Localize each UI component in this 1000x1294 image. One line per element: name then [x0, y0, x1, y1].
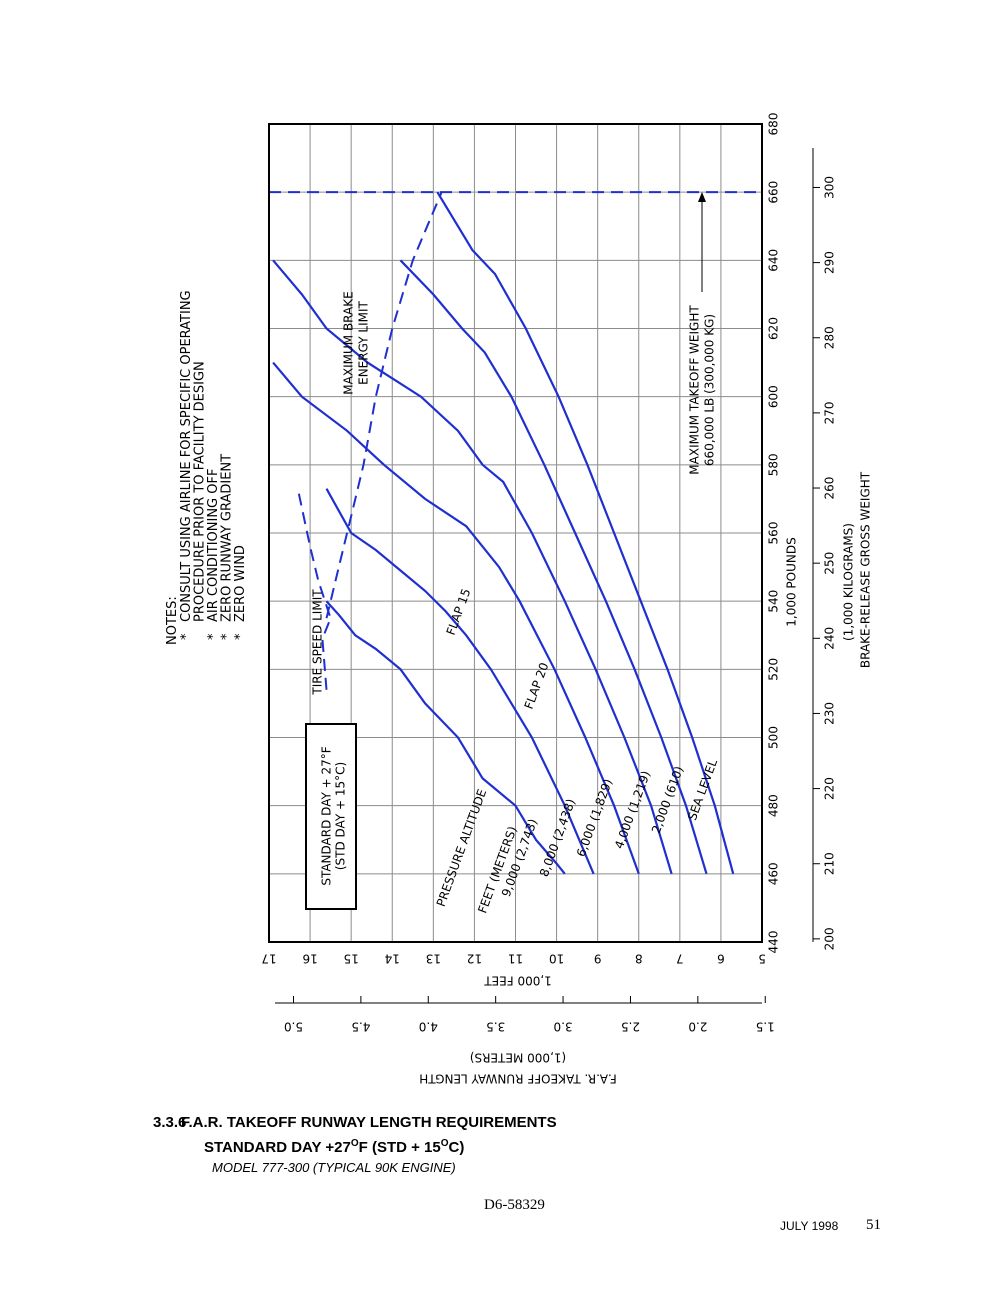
secondary-x-axis-label: BRAKE-RELEASE GROSS WEIGHT — [859, 471, 873, 668]
tick-label-pounds: 620 — [767, 317, 781, 340]
tick-label-feet: 16 — [302, 952, 317, 966]
note-marker: * — [179, 633, 194, 640]
tick-label-kg: 230 — [823, 702, 837, 725]
series-label: 4,000 (1,219) — [612, 769, 653, 851]
condition-line: (STD DAY + 15°C) — [334, 762, 348, 870]
flap-15-label: FLAP 15 — [444, 587, 474, 637]
notes-header: NOTES: — [165, 596, 180, 645]
tick-label-pounds: 440 — [767, 931, 781, 954]
tick-label-feet: 8 — [635, 952, 643, 966]
tick-label-pounds: 460 — [767, 862, 781, 885]
condition-box — [305, 723, 357, 910]
revision-date: JULY 1998 — [780, 1219, 839, 1233]
secondary-y-axis-label: F.A.R. TAKEOFF RUNWAY LENGTH — [419, 1072, 616, 1086]
tick-label-feet: 15 — [344, 952, 359, 966]
chart-series — [272, 191, 735, 875]
tick-label-meters: 2.0 — [688, 1020, 707, 1034]
tick-label-pounds: 480 — [767, 794, 781, 817]
tick-label-feet: 5 — [758, 952, 766, 966]
tick-label-pounds: 520 — [767, 658, 781, 681]
brake-energy-label: MAXIMUM BRAKE — [342, 291, 356, 394]
tick-label-meters: 3.5 — [486, 1020, 505, 1034]
chart-subtitle: STANDARD DAY +27OF (STD + 15OC) — [204, 1138, 465, 1156]
flap-20-label: FLAP 20 — [522, 661, 552, 711]
note-text: CONSULT USING AIRLINE FOR SPECIFIC OPERA… — [179, 290, 194, 622]
tick-label-meters: 1.5 — [756, 1020, 775, 1034]
series-label: 2,000 (610) — [649, 764, 686, 835]
series-line-2-000 — [399, 259, 708, 875]
tick-label-pounds: 500 — [767, 726, 781, 749]
note-text: ZERO WIND — [233, 545, 248, 622]
page-number: 51 — [866, 1217, 881, 1233]
series-line-6-000 — [272, 361, 640, 875]
tick-label-kg: 290 — [823, 251, 837, 274]
tick-label-kg: 200 — [823, 927, 837, 950]
note-text: PROCEDURE PRIOR TO FACILITY DESIGN — [193, 361, 208, 622]
mtow-arrow-head — [698, 192, 706, 202]
secondary-x-axis-label: (1,000 KILOGRAMS) — [842, 523, 856, 641]
series-line-sea-level — [436, 191, 735, 875]
tick-label-pounds: 580 — [767, 453, 781, 476]
tick-label-pounds: 640 — [767, 249, 781, 272]
tick-label-pounds: 540 — [767, 590, 781, 613]
note-text: AIR CONDITIONING OFF — [206, 469, 221, 622]
tick-label-meters: 4.5 — [351, 1020, 370, 1034]
tick-label-pounds: 600 — [767, 385, 781, 408]
tick-label-feet: 6 — [717, 952, 725, 966]
tick-label-meters: 2.5 — [621, 1020, 640, 1034]
note-marker: * — [233, 633, 248, 640]
tick-label-pounds: 560 — [767, 522, 781, 545]
tick-label-kg: 220 — [823, 777, 837, 800]
tick-label-kg: 210 — [823, 852, 837, 875]
tick-label-kg: 240 — [823, 627, 837, 650]
series-label: 6,000 (1,829) — [574, 777, 615, 859]
tick-label-kg: 250 — [823, 552, 837, 575]
tick-label-meters: 5.0 — [284, 1020, 303, 1034]
tick-label-kg: 260 — [823, 477, 837, 500]
model-label: MODEL 777-300 (TYPICAL 90K ENGINE) — [212, 1160, 456, 1175]
tick-label-feet: 9 — [594, 952, 602, 966]
tick-label-pounds: 680 — [767, 113, 781, 136]
tick-label-feet: 12 — [467, 952, 482, 966]
series-line-9-000 — [325, 600, 566, 875]
plot-frame — [268, 123, 763, 943]
mtow-label: MAXIMUM TAKEOFF WEIGHT — [688, 305, 702, 475]
section-number: 3.3.6 — [153, 1114, 187, 1131]
tick-label-feet: 13 — [426, 952, 441, 966]
tick-label-pounds: 660 — [767, 181, 781, 204]
condition-line: STANDARD DAY + 27°F — [320, 746, 334, 885]
tick-label-kg: 280 — [823, 326, 837, 349]
tick-label-kg: 270 — [823, 401, 837, 424]
secondary-y-axis-label: (1,000 METERS) — [470, 1051, 566, 1065]
tick-label-kg: 300 — [823, 176, 837, 199]
note-marker: * — [220, 633, 235, 640]
x-axis-label: 1,000 POUNDS — [785, 537, 799, 626]
chart-limits — [269, 191, 762, 690]
tick-label-feet: 17 — [261, 952, 276, 966]
tick-label-meters: 4.0 — [419, 1020, 438, 1034]
y-axis-label: 1,000 FEET — [484, 974, 552, 988]
note-text: ZERO RUNWAY GRADIENT — [220, 454, 235, 622]
tick-label-feet: 14 — [385, 952, 400, 966]
tick-label-feet: 7 — [676, 952, 684, 966]
tire-speed-limit-label: TIRE SPEED LIMIT — [311, 589, 325, 696]
brake-energy-label: ENERGY LIMIT — [357, 300, 371, 384]
chart-title: F.A.R. TAKEOFF RUNWAY LENGTH REQUIREMENT… — [181, 1114, 557, 1131]
limit-line-maximum-brake-energy-limit — [325, 191, 443, 619]
tick-label-meters: 3.0 — [554, 1020, 573, 1034]
limit-line-tire-speed-limit — [296, 488, 332, 690]
series-line-4-000 — [272, 259, 673, 875]
note-marker: * — [206, 633, 221, 640]
tick-label-feet: 10 — [549, 952, 564, 966]
document-number: D6-58329 — [484, 1197, 545, 1213]
series-line-8-000 — [325, 488, 595, 875]
series-label: SEA LEVEL — [685, 757, 720, 822]
tick-label-feet: 11 — [508, 952, 523, 966]
mtow-label: 660,000 LB (300,000 KG) — [703, 314, 717, 466]
